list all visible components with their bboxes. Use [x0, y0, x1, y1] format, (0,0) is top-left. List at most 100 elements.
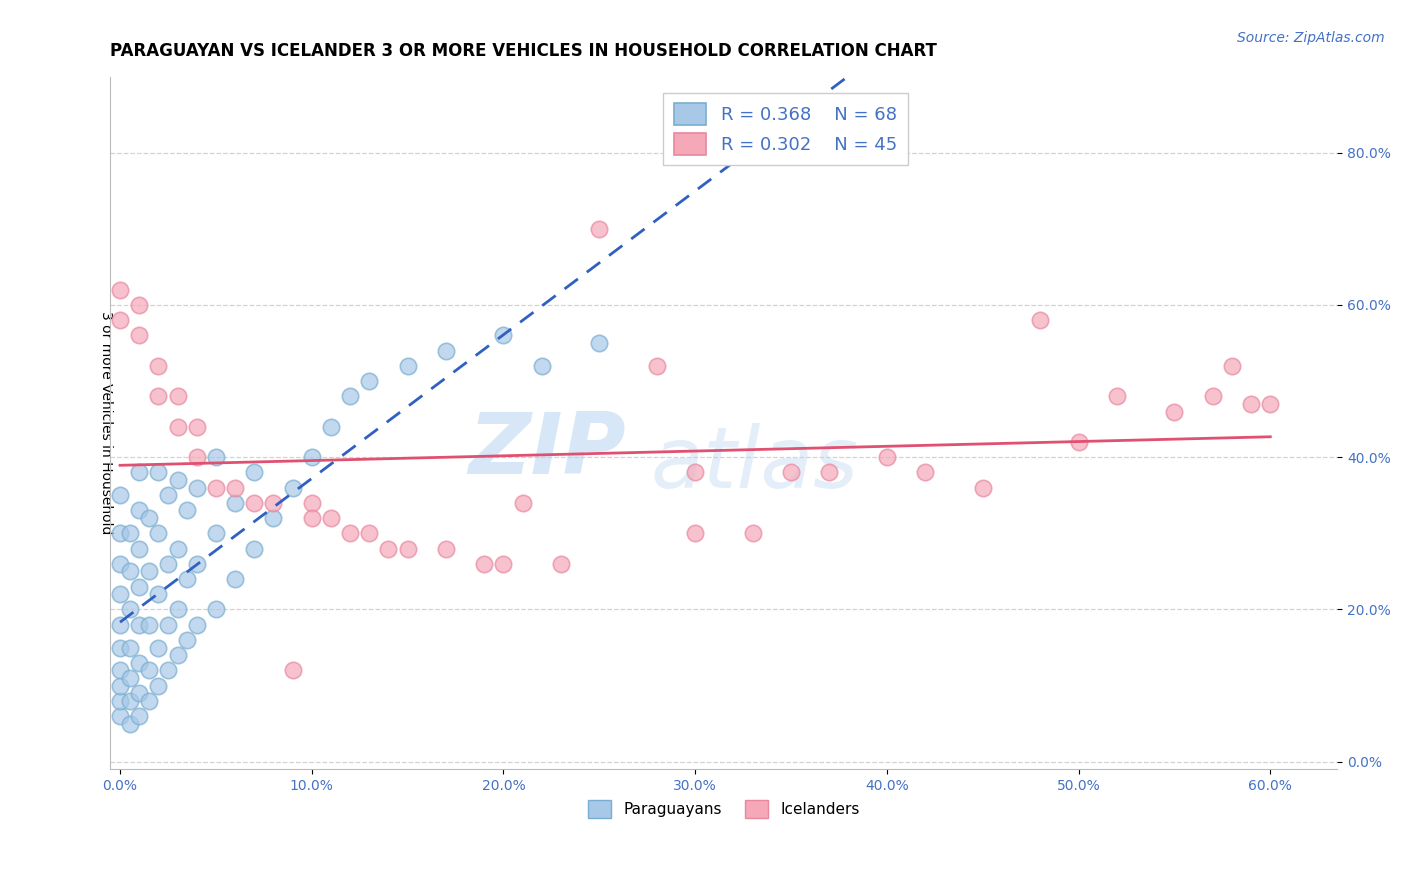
- Point: [512, 496, 534, 510]
- Point: [434, 541, 457, 556]
- Point: [1240, 397, 1263, 411]
- Point: [224, 572, 246, 586]
- Point: [128, 541, 150, 556]
- Point: [128, 298, 150, 312]
- Point: [128, 328, 150, 343]
- Point: [176, 572, 198, 586]
- Point: [156, 617, 179, 632]
- Point: [118, 602, 141, 616]
- Point: [176, 632, 198, 647]
- Point: [118, 526, 141, 541]
- Point: [972, 481, 994, 495]
- Point: [281, 481, 304, 495]
- Point: [108, 587, 131, 601]
- Point: [186, 450, 208, 465]
- Legend: Paraguayans, Icelanders: Paraguayans, Icelanders: [582, 794, 866, 824]
- Point: [396, 541, 419, 556]
- Point: [1067, 434, 1090, 449]
- Point: [138, 664, 160, 678]
- Text: PARAGUAYAN VS ICELANDER 3 OR MORE VEHICLES IN HOUSEHOLD CORRELATION CHART: PARAGUAYAN VS ICELANDER 3 OR MORE VEHICL…: [111, 42, 938, 60]
- Point: [128, 617, 150, 632]
- Point: [148, 526, 170, 541]
- Point: [1220, 359, 1243, 373]
- Point: [138, 565, 160, 579]
- Point: [148, 640, 170, 655]
- Point: [262, 511, 284, 525]
- Point: [301, 450, 323, 465]
- Point: [148, 359, 170, 373]
- Point: [645, 359, 668, 373]
- Point: [319, 511, 342, 525]
- Point: [138, 694, 160, 708]
- Point: [128, 503, 150, 517]
- Point: [108, 488, 131, 502]
- Point: [108, 679, 131, 693]
- Point: [108, 283, 131, 297]
- Point: [243, 466, 266, 480]
- Point: [205, 450, 228, 465]
- Point: [166, 419, 188, 434]
- Point: [166, 648, 188, 662]
- Y-axis label: 3 or more Vehicles in Household: 3 or more Vehicles in Household: [100, 311, 114, 534]
- Point: [205, 602, 228, 616]
- Point: [683, 526, 706, 541]
- Point: [205, 481, 228, 495]
- Point: [588, 222, 610, 236]
- Point: [1029, 313, 1052, 327]
- Point: [186, 481, 208, 495]
- Point: [118, 671, 141, 685]
- Point: [148, 679, 170, 693]
- Point: [588, 336, 610, 351]
- Point: [156, 557, 179, 571]
- Text: ZIP: ZIP: [468, 409, 626, 492]
- Point: [156, 488, 179, 502]
- Point: [281, 664, 304, 678]
- Point: [339, 526, 361, 541]
- Point: [472, 557, 495, 571]
- Point: [166, 602, 188, 616]
- Point: [118, 694, 141, 708]
- Point: [741, 526, 763, 541]
- Point: [118, 565, 141, 579]
- Point: [166, 473, 188, 487]
- Point: [108, 640, 131, 655]
- Point: [492, 557, 515, 571]
- Point: [319, 419, 342, 434]
- Point: [186, 557, 208, 571]
- Point: [148, 587, 170, 601]
- Point: [166, 389, 188, 403]
- Point: [434, 343, 457, 358]
- Point: [128, 466, 150, 480]
- Point: [876, 450, 898, 465]
- Point: [108, 526, 131, 541]
- Point: [339, 389, 361, 403]
- Point: [166, 541, 188, 556]
- Point: [1202, 389, 1225, 403]
- Point: [377, 541, 399, 556]
- Point: [128, 656, 150, 670]
- Point: [530, 359, 553, 373]
- Point: [301, 496, 323, 510]
- Point: [243, 541, 266, 556]
- Point: [818, 466, 841, 480]
- Point: [118, 640, 141, 655]
- Point: [108, 617, 131, 632]
- Point: [148, 466, 170, 480]
- Point: [108, 313, 131, 327]
- Text: atlas: atlas: [651, 423, 858, 506]
- Text: Source: ZipAtlas.com: Source: ZipAtlas.com: [1237, 31, 1385, 45]
- Point: [359, 374, 381, 388]
- Point: [128, 709, 150, 723]
- Point: [176, 503, 198, 517]
- Point: [224, 481, 246, 495]
- Point: [156, 664, 179, 678]
- Point: [108, 694, 131, 708]
- Point: [186, 617, 208, 632]
- Point: [186, 419, 208, 434]
- Point: [128, 580, 150, 594]
- Point: [224, 496, 246, 510]
- Point: [128, 686, 150, 700]
- Point: [108, 709, 131, 723]
- Point: [243, 496, 266, 510]
- Point: [262, 496, 284, 510]
